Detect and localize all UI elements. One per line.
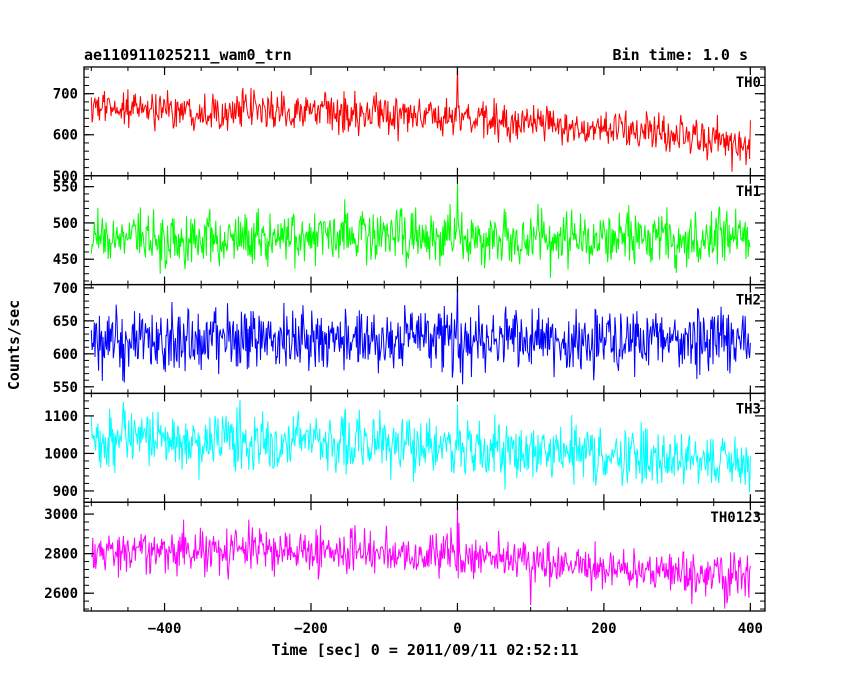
y-tick-label: 700: [53, 281, 78, 297]
x-axis-label: Time [sec] 0 = 2011/09/11 02:52:11: [271, 641, 578, 659]
x-tick-label: 400: [738, 621, 763, 637]
y-axis-label: Counts/sec: [5, 300, 23, 390]
y-tick-label: 450: [53, 252, 78, 268]
y-tick-label: 1000: [44, 446, 78, 462]
panel-label-th1: TH1: [736, 184, 761, 200]
series-line-th0: [90, 67, 751, 172]
panel-label-th3: TH3: [736, 401, 761, 417]
x-tick-label: 200: [591, 621, 616, 637]
panel-label-th0: TH0: [736, 75, 761, 91]
y-tick-label: 650: [53, 314, 78, 330]
y-tick-label: 500: [53, 169, 78, 185]
y-tick-label: 550: [53, 380, 78, 396]
y-tick-label: 700: [53, 87, 78, 103]
y-tick-label: 2600: [44, 586, 78, 602]
y-tick-label: 3000: [44, 507, 78, 523]
chart-title: ae110911025211_wam0_trn: [84, 46, 292, 64]
panel-label-th0123: TH0123: [710, 510, 761, 526]
panel-th2: 550 600 650 700 TH2: [53, 281, 766, 396]
x-tick-label: 0: [453, 621, 461, 637]
y-tick-label: 550: [53, 180, 78, 196]
panel-th0: 500 600 700 TH0: [53, 66, 766, 185]
y-tick-label: 600: [53, 347, 78, 363]
x-tick-label: −400: [148, 621, 182, 637]
y-tick-label: 1100: [44, 409, 78, 425]
series-line-th2: [90, 284, 751, 385]
panel-frame: [83, 501, 766, 612]
panel-th0123: 2600 2800 3000 TH0123: [44, 501, 766, 612]
y-tick-label: 2800: [44, 547, 78, 563]
bin-time-label: Bin time: 1.0 s: [613, 46, 748, 64]
panel-th3: 900 1000 1100 TH3: [44, 392, 766, 503]
panel-th1: 450 500 550 TH1: [53, 175, 766, 286]
y-tick-label: 900: [53, 484, 78, 500]
panel-label-th2: TH2: [736, 293, 761, 309]
y-tick-label: 500: [53, 216, 78, 232]
series-line-th1: [90, 183, 751, 278]
series-line-th0123: [90, 504, 751, 609]
series-line-th3: [90, 399, 751, 493]
x-tick-label: −200: [294, 621, 328, 637]
y-tick-label: 600: [53, 128, 78, 144]
